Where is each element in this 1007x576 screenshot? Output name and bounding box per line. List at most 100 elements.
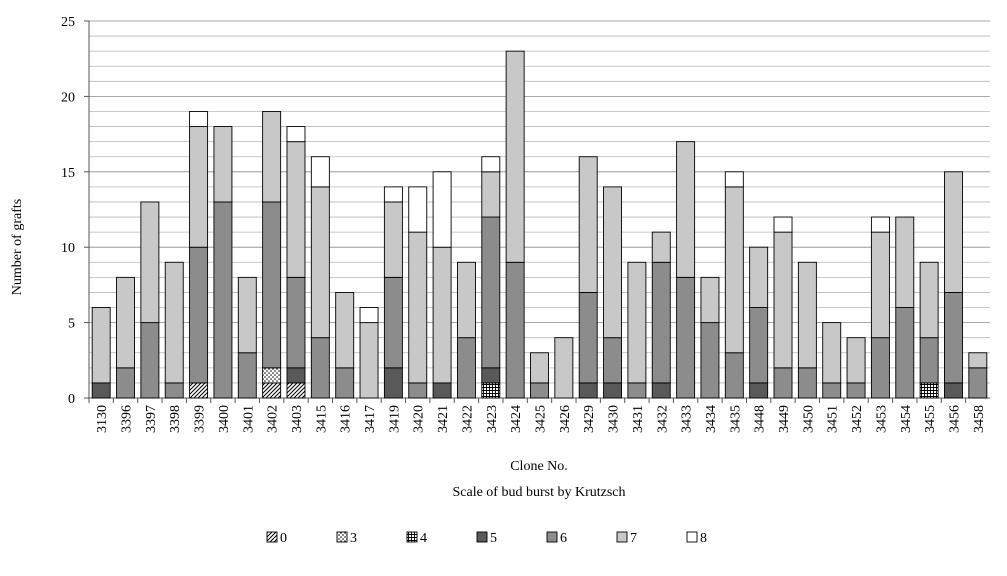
x-tick-label: 3402 [266,405,281,433]
bar-segment-3130-score-7 [91,307,111,384]
bar-segment-3434-score-6 [700,322,720,399]
x-tick-label: 3452 [850,405,865,433]
bar-segment-3452-score-7 [846,337,866,384]
x-tick-label: 3432 [655,405,670,433]
legend-swatch-6 [546,531,558,543]
bar-segment-3399-score-6 [189,246,209,384]
bar-segment-3399-score-0 [189,382,209,399]
bar-segment-3417-score-7 [359,322,379,399]
bar-segment-3432-score-6 [651,261,671,384]
legend-label-0: 0 [280,531,287,546]
x-tick-labels: 3130 3396 3397 3398 3399 3400 3401 3402 3403 3415… [95,405,987,433]
bar-segment-3448-score-6 [749,307,769,384]
bar-segment-3400-score-7 [213,126,233,203]
bar-segment-3451-score-7 [822,322,842,384]
y-tick-label: 25 [61,15,75,30]
bar-segment-3423-score-7 [481,171,501,218]
y-tick-label: 15 [61,166,75,181]
bar-segment-3403-score-6 [286,276,306,369]
bar-segment-3396-score-6 [116,367,135,399]
y-tick-label: 0 [68,392,75,407]
bar-segment-3455-score-4 [919,382,939,399]
x-tick-label: 3448 [753,405,768,433]
x-tick-label: 3396 [120,405,135,433]
bar-segment-3416-score-6 [335,367,355,399]
x-tick-label: 3435 [728,405,743,433]
bar-segment-3433-score-6 [676,276,696,399]
bar-segment-3432-score-5 [651,382,671,399]
bar-segment-3453-score-7 [870,231,890,339]
bar-segment-3417-score-8 [359,307,379,324]
legend-label-8: 8 [700,531,707,546]
x-tick-label: 3415 [314,405,329,433]
legend-swatch-0 [266,531,278,543]
bar-segment-3423-score-6 [481,216,501,369]
x-tick-label: 3399 [193,405,208,433]
bar-segment-3433-score-7 [676,141,696,278]
bar-segment-3434-score-7 [700,276,720,324]
legend-swatch-5 [476,531,488,543]
bar-segment-3420-score-8 [408,186,428,233]
bar-segment-3425-score-6 [530,382,549,399]
x-tick-label: 3431 [631,405,646,433]
bar-segment-3449-score-8 [773,216,793,233]
bar-segment-3416-score-7 [335,291,355,369]
legend-label-5: 5 [490,531,497,546]
bar-segment-3451-score-6 [822,382,842,399]
bar-segment-3402-score-6 [262,201,282,369]
bar-segment-3403-score-8 [286,126,306,143]
bar-segment-3403-score-0 [286,382,306,399]
bar-segment-3430-score-7 [603,186,623,339]
bar-segment-3456-score-5 [944,382,963,399]
bar-segment-3456-score-6 [944,291,963,384]
bar-segment-3419-score-7 [383,201,403,278]
bar-segment-3455-score-7 [919,261,939,339]
bar-segment-3429-score-5 [578,382,598,399]
x-tick-label: 3456 [947,405,962,433]
bar-segment-3448-score-5 [749,382,769,399]
bar-segment-3402-score-3 [262,367,282,384]
bar-segment-3426-score-7 [554,337,574,399]
bar-segment-3399-score-8 [189,111,209,128]
legend: 0 3 4 5 6 7 8 [266,531,707,546]
bar-segment-3458-score-7 [968,352,988,369]
legend-label-6: 6 [560,531,567,546]
x-tick-label: 3417 [363,405,378,433]
x-tick-label: 3449 [777,405,792,433]
bar-segment-3429-score-7 [578,156,598,293]
x-tick-label: 3422 [460,405,475,433]
bar-segment-3399-score-7 [189,126,209,248]
x-tick-label: 3451 [826,405,841,433]
bar-segment-3435-score-7 [724,186,744,354]
x-tick-label: 3425 [534,405,549,433]
bar-segment-3397-score-6 [140,322,160,399]
bar-segment-3435-score-6 [724,352,744,399]
bar-segment-3403-score-7 [286,141,306,278]
x-tick-label: 3420 [412,405,427,433]
x-tick-label: 3430 [607,405,622,433]
bar-segment-3430-score-6 [603,337,623,384]
bar-segment-3431-score-7 [627,261,647,384]
x-tick-label: 3398 [168,405,183,433]
x-tick-label: 3426 [558,405,573,433]
bar-segment-3402-score-0 [262,382,282,399]
bar-segment-3420-score-7 [408,231,428,384]
bar-segment-3449-score-6 [773,367,793,399]
bar-segment-3423-score-4 [481,382,501,399]
bar-segment-3453-score-6 [870,337,890,399]
x-axis-label: Clone No. [510,459,568,474]
bar-segment-3403-score-5 [286,367,306,384]
legend-label-4: 4 [420,531,427,546]
legend-swatch-8 [686,531,698,543]
x-tick-label: 3397 [144,405,159,433]
x-tick-label: 3458 [972,405,987,433]
bar-segment-3415-score-7 [310,186,330,339]
x-tick-label: 3455 [923,405,938,433]
bar-segment-3398-score-7 [164,261,184,384]
bar-segment-3432-score-7 [651,231,671,263]
x-tick-label: 3401 [241,405,256,433]
x-tick-label: 3130 [95,405,110,433]
bar-segment-3401-score-7 [237,276,257,354]
x-tick-label: 3403 [290,405,305,433]
bar-segment-3401-score-6 [237,352,257,399]
